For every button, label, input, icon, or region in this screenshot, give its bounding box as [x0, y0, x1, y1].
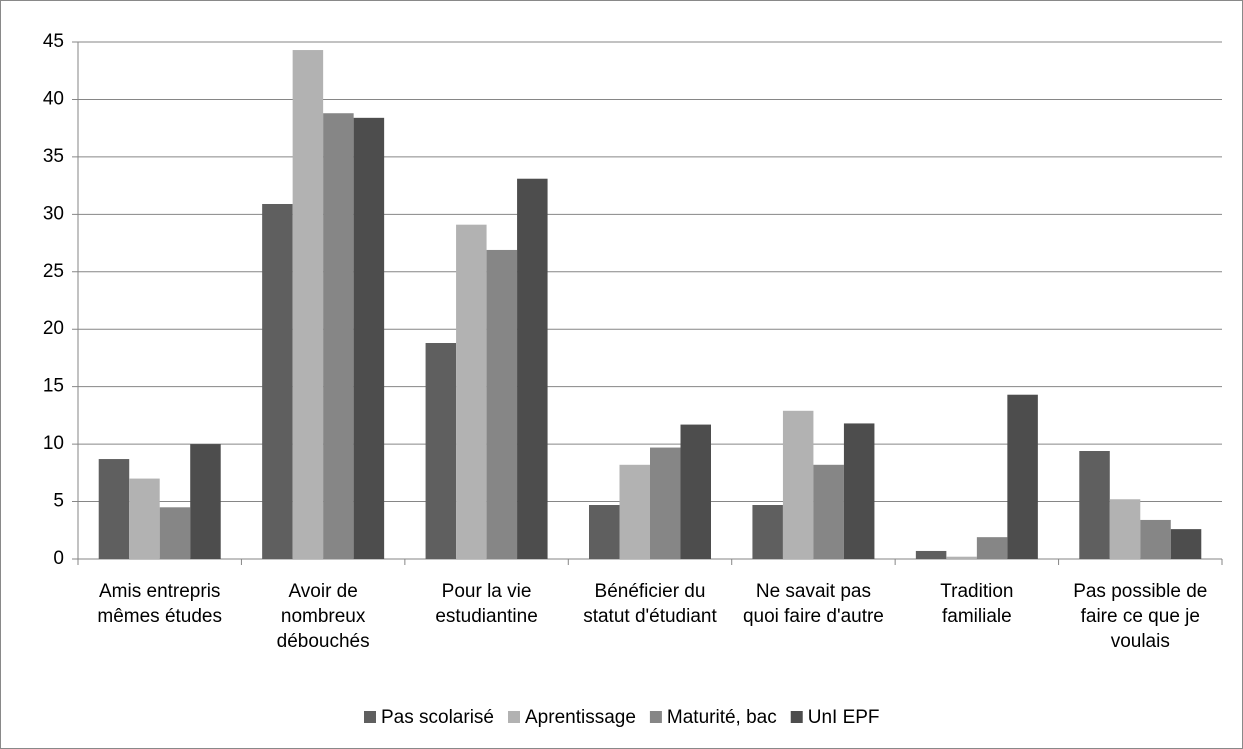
bar: [843, 423, 875, 559]
bar: [650, 447, 681, 559]
y-tick-label: 10: [43, 433, 64, 454]
y-tick-label: 0: [53, 548, 64, 569]
x-tick-label: Amis entrepris mêmes études: [97, 581, 223, 627]
y-tick-label: 30: [43, 203, 64, 224]
bar: [323, 113, 354, 559]
bar: [129, 478, 160, 559]
bar: [98, 459, 130, 559]
legend-label: UnI EPF: [808, 707, 880, 728]
y-tick-label: 40: [43, 88, 64, 109]
bar: [486, 249, 518, 559]
legend-label: Aprentissage: [525, 707, 636, 728]
bar: [292, 50, 324, 559]
y-tick-label: 35: [43, 146, 64, 167]
legend-swatch: [649, 711, 662, 723]
y-tick-label: 20: [43, 318, 64, 339]
x-tick-label: Ne savait pas quoi faire d'autre: [742, 581, 884, 627]
legend-swatch: [790, 711, 803, 723]
bar: [589, 505, 620, 559]
x-tick-label: Pas possible de faire ce que je voulais: [1073, 581, 1208, 652]
bar: [782, 410, 814, 559]
legend-swatch: [364, 711, 376, 723]
bar: [456, 224, 487, 559]
bar: [190, 444, 221, 559]
bar: [680, 424, 711, 559]
y-tick-label: 15: [43, 376, 64, 397]
bar: [619, 464, 650, 559]
legend-label: Pas scolarisé: [381, 707, 494, 728]
x-tick-label: Tradition familiale: [940, 581, 1014, 627]
bar: [1140, 519, 1171, 559]
y-tick-label: 5: [53, 491, 64, 512]
bar: [976, 537, 1008, 559]
legend-label: Maturité, bac: [667, 707, 777, 728]
bar: [1007, 394, 1038, 559]
bar: [425, 343, 457, 559]
bar: [1170, 529, 1202, 559]
bar: [1109, 499, 1141, 559]
bar: [353, 117, 385, 560]
x-tick-label: Avoir de nombreux débouchés: [276, 581, 370, 652]
bar: [159, 507, 191, 559]
bar: [752, 505, 783, 559]
bar: [946, 556, 977, 559]
bar: [1079, 451, 1110, 559]
y-tick-label: 25: [43, 261, 64, 282]
bar: [262, 203, 293, 559]
y-tick-label: 45: [43, 31, 64, 52]
bar: [813, 464, 844, 559]
x-tick-label: Pour la vie estudiantine: [435, 581, 538, 627]
legend-swatch: [508, 711, 520, 723]
bar: [517, 178, 548, 559]
bar: [915, 550, 947, 559]
x-tick-label: Bénéficier du statut d'étudiant: [583, 581, 717, 627]
